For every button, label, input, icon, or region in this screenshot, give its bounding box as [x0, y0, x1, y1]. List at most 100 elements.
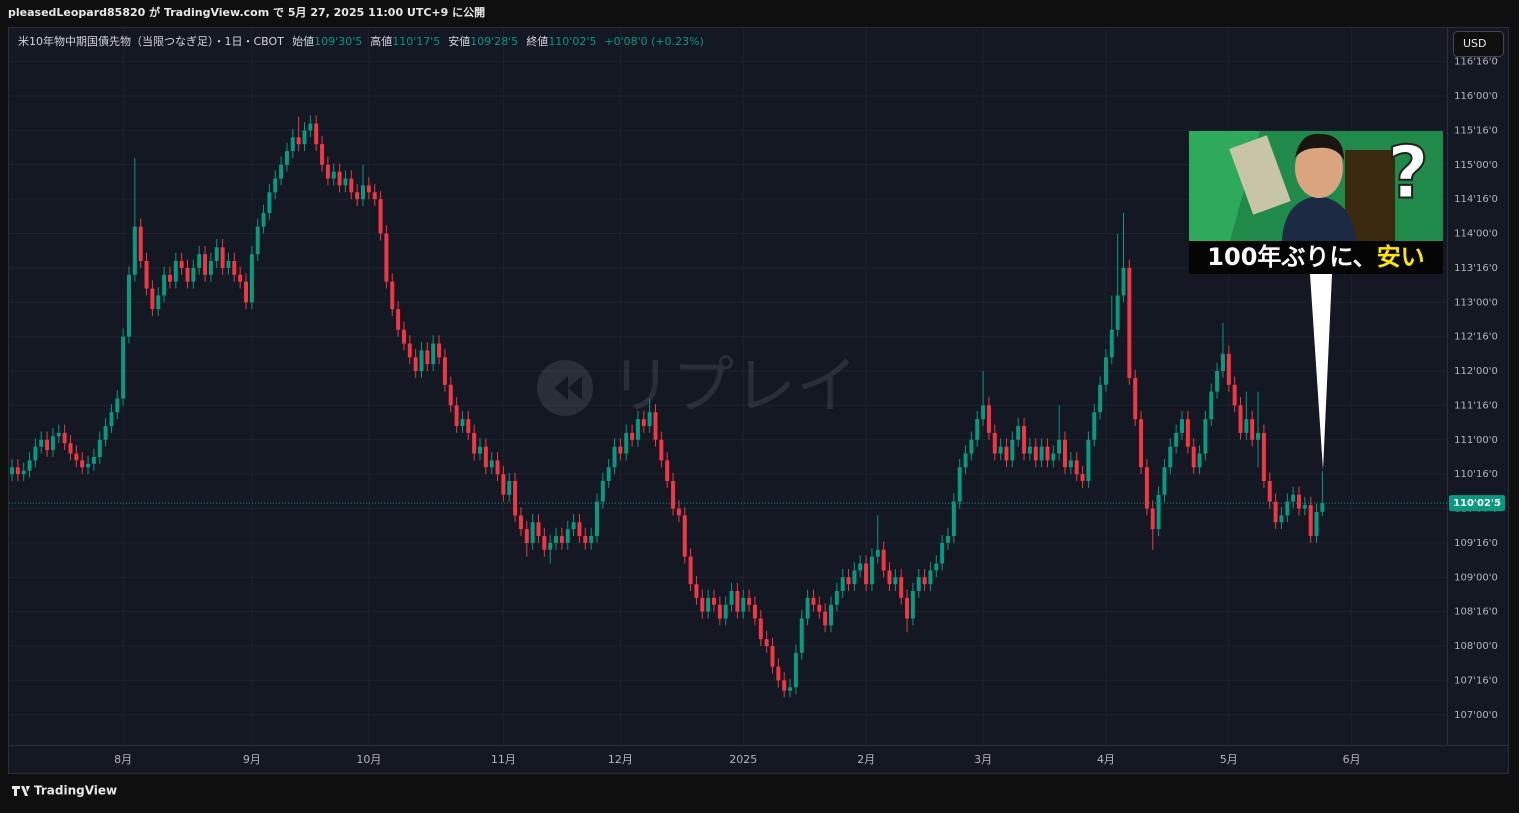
y-tick-label: 114'00'0 — [1454, 229, 1498, 240]
candle-body — [86, 463, 91, 468]
candle-body — [1074, 460, 1079, 475]
candle-body — [103, 426, 108, 440]
candle-body — [349, 178, 354, 193]
x-tick-label: 5月 — [1220, 753, 1238, 766]
candle-body — [671, 481, 676, 509]
watermark-icon — [537, 360, 593, 416]
y-tick-label: 108'16'0 — [1454, 607, 1498, 618]
candle-body — [244, 281, 248, 303]
candle-body — [249, 254, 254, 303]
candle-body — [361, 185, 365, 200]
candle-body — [162, 274, 167, 296]
candle-body — [1209, 391, 1214, 420]
candle-body — [74, 453, 79, 461]
candle-body — [238, 274, 243, 282]
candle-body — [261, 212, 266, 227]
x-tick-label: 3月 — [974, 753, 992, 766]
candle-body — [940, 542, 945, 564]
candle-body — [390, 281, 395, 310]
candle-body — [513, 481, 518, 516]
candle-body — [1039, 446, 1044, 461]
candle-body — [858, 563, 863, 571]
candle-body — [39, 439, 44, 447]
symbol: 米10年物中期国債先物（当限つなぎ足）・1日・CBOT — [18, 34, 284, 48]
candle-body — [150, 288, 155, 310]
candle-body — [571, 522, 576, 530]
y-tick-label: 112'00'0 — [1454, 366, 1498, 377]
candle-body — [1244, 419, 1249, 433]
candle-body — [226, 261, 231, 268]
candle-body — [156, 295, 161, 310]
candle-body — [717, 604, 722, 619]
candle-body — [372, 192, 377, 200]
candle-body — [852, 570, 857, 585]
y-tick-label: 108'00'0 — [1454, 641, 1498, 652]
candle-body — [899, 577, 904, 598]
candle-body — [179, 261, 184, 268]
candle-body — [337, 171, 342, 186]
thumbnail-question: ? — [1387, 131, 1429, 215]
candle-body — [191, 267, 196, 282]
y-tick-label: 109'16'0 — [1454, 538, 1498, 549]
candle-body — [951, 501, 956, 537]
candle-body — [1080, 474, 1085, 482]
candle-body — [62, 432, 67, 444]
candle-body — [91, 456, 96, 464]
candle-body — [1068, 460, 1073, 468]
candle-body — [1115, 295, 1120, 330]
candle-body — [682, 515, 687, 557]
candle-body — [1004, 446, 1009, 461]
plot — [9, 115, 1447, 698]
candle-body — [653, 412, 658, 440]
candle-body — [401, 329, 406, 344]
candle-body — [764, 639, 769, 647]
candle-body — [45, 439, 50, 451]
candle-body — [1191, 446, 1196, 468]
candle-body — [1285, 501, 1290, 516]
candle-body — [325, 164, 330, 179]
candle-body — [1220, 353, 1225, 372]
last-price-box — [1449, 495, 1505, 512]
candle-body — [489, 460, 494, 468]
candle-body — [1203, 419, 1208, 454]
thumbnail-face — [1295, 138, 1343, 198]
candle-body — [875, 549, 880, 557]
candle-body — [782, 680, 787, 691]
candle-body — [986, 405, 991, 433]
candle-body — [530, 522, 535, 543]
candle-body — [1250, 419, 1255, 440]
candle-body — [1297, 494, 1301, 509]
candle-body — [431, 343, 436, 365]
thumbnail-caption: 100年ぶりに、安い — [1207, 243, 1424, 271]
candle-body — [647, 412, 652, 427]
candle-body — [1150, 508, 1155, 530]
candle-body — [624, 432, 629, 454]
candle-body — [916, 577, 921, 592]
candle-body — [747, 597, 752, 605]
candle-body — [934, 563, 939, 571]
candle-body — [144, 261, 149, 289]
candle-body — [518, 515, 523, 530]
candle-body — [56, 432, 61, 437]
watermark-text: リプレイ — [610, 349, 858, 422]
candle-body — [1180, 419, 1184, 433]
candle-body — [33, 446, 38, 461]
candle-body — [823, 611, 828, 626]
candle-body — [1162, 467, 1167, 495]
ohlc-legend: 始値109'30'5 高値110'17'5 安値109'28'5 終値110'02'5… — [292, 34, 704, 48]
candle-body — [881, 549, 886, 571]
ohlc-value: 110'17'5 — [392, 35, 440, 48]
ohlc-name: 高値 — [370, 34, 392, 48]
candle-body — [635, 419, 640, 440]
candle-body — [992, 432, 997, 454]
candle-body — [700, 597, 705, 612]
thumbnail-bill — [1229, 135, 1291, 215]
currency-button[interactable] — [1453, 31, 1504, 57]
ohlc-value: 109'28'5 — [470, 35, 518, 48]
thumbnail-hair — [1295, 133, 1344, 160]
thumbnail-suit — [1282, 196, 1356, 241]
candle-body — [1051, 453, 1056, 461]
candle-body — [910, 591, 915, 619]
